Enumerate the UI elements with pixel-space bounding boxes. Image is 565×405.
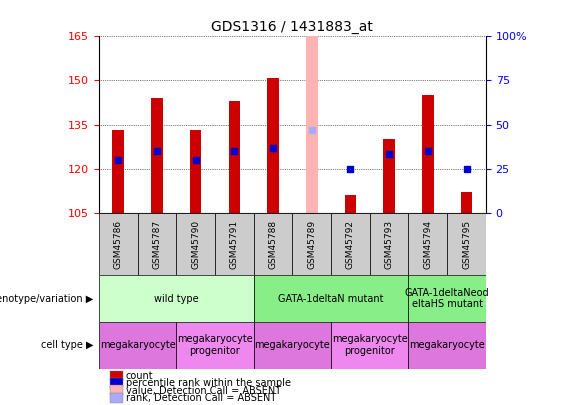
Bar xyxy=(306,36,318,213)
Text: GATA-1deltaNeod
eltaHS mutant: GATA-1deltaNeod eltaHS mutant xyxy=(405,288,489,309)
Text: count: count xyxy=(126,371,154,381)
Bar xyxy=(331,213,370,275)
Bar xyxy=(112,130,124,213)
Text: GSM45792: GSM45792 xyxy=(346,220,355,269)
Bar xyxy=(408,322,486,369)
Text: GSM45795: GSM45795 xyxy=(462,220,471,269)
Text: percentile rank within the sample: percentile rank within the sample xyxy=(126,378,291,388)
Bar xyxy=(138,213,176,275)
Bar xyxy=(422,95,434,213)
Bar xyxy=(99,213,138,275)
Title: GDS1316 / 1431883_at: GDS1316 / 1431883_at xyxy=(211,20,373,34)
Bar xyxy=(176,322,254,369)
Text: megakaryocyte: megakaryocyte xyxy=(99,340,176,350)
Bar xyxy=(228,101,240,213)
Bar xyxy=(176,213,215,275)
Bar xyxy=(99,275,254,322)
Bar xyxy=(267,78,279,213)
Text: GSM45787: GSM45787 xyxy=(153,220,162,269)
Text: GSM45791: GSM45791 xyxy=(230,220,239,269)
Bar xyxy=(254,213,293,275)
Text: megakaryocyte: megakaryocyte xyxy=(254,340,331,350)
Bar xyxy=(345,195,357,213)
Text: megakaryocyte
progenitor: megakaryocyte progenitor xyxy=(332,335,408,356)
Text: GSM45790: GSM45790 xyxy=(191,220,200,269)
Text: megakaryocyte: megakaryocyte xyxy=(409,340,485,350)
Bar xyxy=(190,130,202,213)
Text: GSM45788: GSM45788 xyxy=(268,220,277,269)
Bar xyxy=(447,213,486,275)
Text: rank, Detection Call = ABSENT: rank, Detection Call = ABSENT xyxy=(126,393,276,403)
Text: GSM45786: GSM45786 xyxy=(114,220,123,269)
Text: value, Detection Call = ABSENT: value, Detection Call = ABSENT xyxy=(126,386,281,396)
Bar xyxy=(151,98,163,213)
Text: GSM45794: GSM45794 xyxy=(423,220,432,269)
Text: megakaryocyte
progenitor: megakaryocyte progenitor xyxy=(177,335,253,356)
Bar xyxy=(99,322,176,369)
Text: genotype/variation ▶: genotype/variation ▶ xyxy=(0,294,93,304)
Bar xyxy=(254,275,408,322)
Bar xyxy=(408,213,447,275)
Bar xyxy=(331,322,408,369)
Text: GSM45793: GSM45793 xyxy=(385,220,394,269)
Text: wild type: wild type xyxy=(154,294,198,304)
Bar xyxy=(215,213,254,275)
Bar xyxy=(370,213,408,275)
Bar xyxy=(293,213,331,275)
Bar xyxy=(254,322,331,369)
Text: GATA-1deltaN mutant: GATA-1deltaN mutant xyxy=(279,294,384,304)
Bar xyxy=(383,139,395,213)
Bar xyxy=(408,275,486,322)
Text: GSM45789: GSM45789 xyxy=(307,220,316,269)
Text: cell type ▶: cell type ▶ xyxy=(41,340,93,350)
Bar xyxy=(460,192,472,213)
